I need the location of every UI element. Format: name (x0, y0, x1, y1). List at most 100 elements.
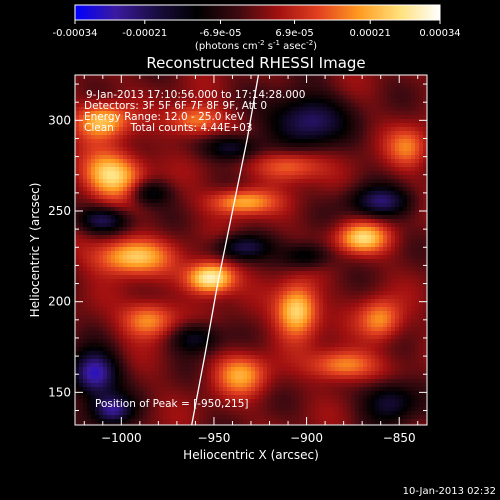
heatmap-cell (263, 123, 268, 128)
heatmap-cell (379, 143, 384, 148)
heatmap-cell (287, 119, 292, 124)
heatmap-cell (127, 275, 132, 280)
heatmap-cell (335, 127, 340, 132)
heatmap-cell (291, 243, 296, 248)
heatmap-cell (143, 227, 148, 232)
heatmap-cell (87, 135, 92, 140)
heatmap-cell (151, 123, 156, 128)
heatmap-cell (243, 87, 248, 92)
heatmap-cell (283, 251, 288, 256)
heatmap-cell (103, 291, 108, 296)
heatmap-cell (319, 207, 324, 212)
heatmap-cell (383, 143, 388, 148)
heatmap-cell (87, 107, 92, 112)
heatmap-cell (183, 123, 188, 128)
heatmap-cell (175, 155, 180, 160)
heatmap-cell (231, 219, 236, 224)
heatmap-cell (307, 115, 312, 120)
heatmap-cell (271, 203, 276, 208)
heatmap-cell (99, 75, 104, 80)
heatmap-cell (399, 267, 404, 272)
heatmap-cell (319, 199, 324, 204)
heatmap-cell (335, 235, 340, 240)
heatmap-cell (339, 191, 344, 196)
heatmap-cell (111, 127, 116, 132)
heatmap-cell (195, 243, 200, 248)
heatmap-cell (387, 235, 392, 240)
heatmap-cell (183, 151, 188, 156)
colorbar-tick-label: 0.00021 (350, 28, 391, 39)
heatmap-cell (295, 187, 300, 192)
heatmap-cell (211, 227, 216, 232)
heatmap-cell (387, 287, 392, 292)
heatmap-cell (331, 271, 336, 276)
heatmap-cell (395, 143, 400, 148)
heatmap-cell (95, 95, 100, 100)
heatmap-cell (307, 291, 312, 296)
heatmap-cell (375, 87, 380, 92)
heatmap-cell (391, 111, 396, 116)
heatmap-cell (219, 163, 224, 168)
heatmap-cell (419, 87, 424, 92)
heatmap-cell (387, 211, 392, 216)
heatmap-cell (143, 107, 148, 112)
heatmap-cell (315, 239, 320, 244)
heatmap-cell (367, 191, 372, 196)
heatmap-cell (219, 123, 224, 128)
heatmap-cell (111, 139, 116, 144)
heatmap-cell (395, 103, 400, 108)
heatmap-cell (95, 79, 100, 84)
heatmap-cell (163, 211, 168, 216)
heatmap-cell (407, 131, 412, 136)
heatmap-cell (339, 271, 344, 276)
heatmap-cell (239, 227, 244, 232)
heatmap-cell (195, 203, 200, 208)
heatmap-cell (391, 195, 396, 200)
heatmap-cell (167, 115, 172, 120)
heatmap-cell (331, 87, 336, 92)
heatmap-cell (175, 115, 180, 120)
heatmap-cell (167, 275, 172, 280)
heatmap-cell (183, 219, 188, 224)
heatmap-cell (123, 167, 128, 172)
heatmap-cell (331, 251, 336, 256)
heatmap-cell (375, 227, 380, 232)
heatmap-cell (391, 91, 396, 96)
heatmap-cell (211, 215, 216, 220)
heatmap-cell (315, 115, 320, 120)
heatmap-cell (327, 231, 332, 236)
heatmap-cell (275, 107, 280, 112)
heatmap-cell (267, 187, 272, 192)
heatmap-cell (211, 283, 216, 288)
heatmap-cell (207, 263, 212, 268)
heatmap-cell (319, 191, 324, 196)
heatmap-cell (163, 227, 168, 232)
heatmap-cell (191, 163, 196, 168)
heatmap-cell (187, 167, 192, 172)
heatmap-cell (123, 115, 128, 120)
heatmap-cell (115, 247, 120, 252)
heatmap-cell (75, 151, 80, 156)
heatmap-cell (247, 143, 252, 148)
heatmap-cell (391, 123, 396, 128)
heatmap-cell (131, 175, 136, 180)
heatmap-cell (395, 175, 400, 180)
heatmap-cell (307, 159, 312, 164)
heatmap-cell (395, 171, 400, 176)
heatmap-cell (371, 259, 376, 264)
heatmap-cell (167, 83, 172, 88)
heatmap-cell (83, 279, 88, 284)
heatmap-cell (327, 259, 332, 264)
heatmap-cell (339, 99, 344, 104)
heatmap-cell (223, 87, 228, 92)
heatmap-cell (283, 111, 288, 116)
heatmap-cell (143, 295, 148, 300)
heatmap-cell (87, 147, 92, 152)
heatmap-cell (307, 167, 312, 172)
heatmap-cell (327, 267, 332, 272)
heatmap-cell (375, 131, 380, 136)
heatmap-cell (211, 183, 216, 188)
heatmap-cell (359, 203, 364, 208)
heatmap-cell (387, 275, 392, 280)
heatmap-cell (167, 187, 172, 192)
